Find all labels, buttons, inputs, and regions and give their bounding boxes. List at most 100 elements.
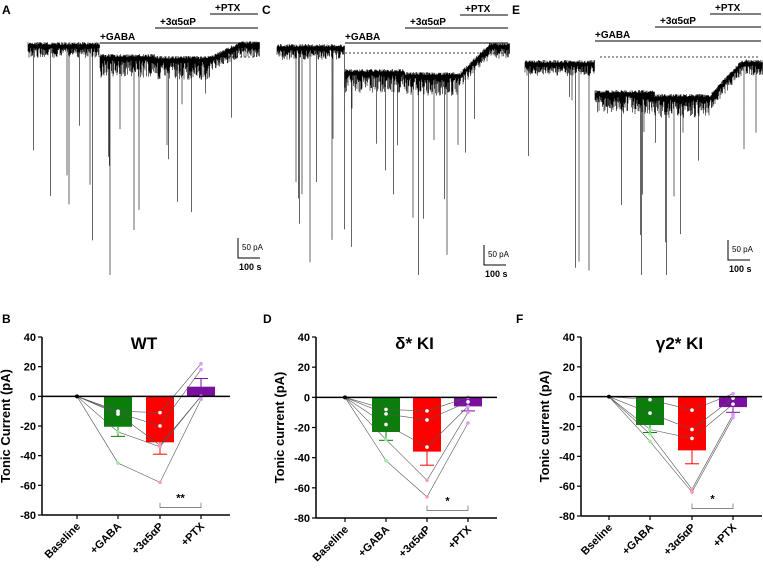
panel-letter: E bbox=[512, 3, 520, 17]
cell-line bbox=[608, 396, 734, 490]
cell-line bbox=[76, 363, 202, 413]
cell-point bbox=[648, 411, 652, 415]
cell-point bbox=[158, 444, 162, 449]
significance-bracket bbox=[159, 502, 202, 508]
drug-label-ptx: +PTX bbox=[715, 3, 741, 14]
cell-line bbox=[76, 369, 202, 427]
y-tick-label: 0 bbox=[30, 391, 36, 403]
y-axis-label: Tonic current (pA) bbox=[537, 371, 552, 483]
drug-label-gaba: +GABA bbox=[595, 30, 630, 41]
significance-bracket bbox=[691, 503, 734, 509]
y-tick-label: 20 bbox=[24, 362, 36, 374]
cell-point bbox=[648, 432, 652, 436]
y-tick-label: -20 bbox=[20, 421, 36, 433]
drug-label-ptx: +PTX bbox=[215, 3, 241, 14]
cell-point bbox=[731, 412, 735, 417]
y-tick-label: -60 bbox=[559, 481, 575, 493]
cell-point bbox=[731, 415, 735, 420]
bar-neuro bbox=[413, 397, 441, 452]
y-tick-label: -40 bbox=[559, 451, 575, 463]
y-tick-label: 20 bbox=[298, 362, 310, 374]
cell-point bbox=[731, 402, 735, 406]
y-tick-label: -80 bbox=[20, 510, 36, 522]
trace-panel-c: C +GABA +3α5αP +PTX 50 pA 100 s bbox=[262, 3, 510, 279]
scale-bar-time: 100 s bbox=[239, 262, 262, 272]
y-tick-label: -40 bbox=[20, 451, 36, 463]
panel-letter: B bbox=[2, 312, 11, 326]
drug-label-gaba: +GABA bbox=[100, 32, 135, 43]
cell-point bbox=[731, 391, 735, 396]
cell-point bbox=[425, 409, 429, 413]
cell-point bbox=[466, 404, 470, 409]
cell-point bbox=[384, 458, 388, 463]
cell-point bbox=[466, 410, 470, 415]
cell-point bbox=[199, 361, 203, 366]
bar-ptx bbox=[719, 396, 747, 408]
x-tick-label: Baseline bbox=[43, 521, 83, 561]
y-axis-label: Tonic current (pA) bbox=[272, 372, 287, 484]
bar-ptx bbox=[187, 386, 215, 397]
cell-point bbox=[466, 400, 470, 404]
drug-label-ptx: +PTX bbox=[465, 4, 491, 15]
cell-point bbox=[648, 439, 652, 444]
x-tick-label: +3α5αP bbox=[397, 524, 433, 560]
significance-bracket bbox=[426, 505, 469, 511]
cell-point bbox=[690, 436, 694, 441]
cell-point bbox=[690, 490, 694, 494]
x-tick-label: +PTX bbox=[446, 523, 475, 552]
y-tick-label: -80 bbox=[559, 511, 575, 523]
x-tick-label: +3α5αP bbox=[662, 522, 698, 558]
cell-line bbox=[76, 396, 202, 448]
scale-bar bbox=[237, 238, 260, 259]
cell-line bbox=[344, 397, 469, 498]
scale-bar-current: 50 pA bbox=[488, 250, 510, 259]
current-trace bbox=[276, 42, 510, 275]
y-tick-label: -20 bbox=[559, 422, 575, 434]
cell-point bbox=[116, 412, 120, 416]
panel-letter: C bbox=[262, 3, 271, 17]
drug-label-neuro: +3α5αP bbox=[660, 16, 696, 27]
significance-label: * bbox=[710, 494, 715, 506]
bar-chart-b: B WT Tonic Current (pA) 40 20 0 -20 -40 -60 -80 Ba… bbox=[0, 312, 230, 561]
trace-panel-a: A +GABA +3α5αP +PTX 50 pA 100 s bbox=[2, 3, 264, 275]
y-tick-label: 0 bbox=[304, 392, 310, 404]
y-tick-label: 40 bbox=[24, 332, 36, 344]
scale-bar bbox=[727, 240, 750, 261]
cell-line bbox=[608, 396, 734, 493]
cell-line bbox=[76, 396, 202, 446]
cell-point bbox=[690, 408, 694, 412]
drug-label-neuro: +3α5αP bbox=[160, 17, 196, 28]
current-trace bbox=[524, 59, 763, 275]
bar-chart-d: Dδ* KI Tonic current (pA) 40 20 0 -20 -40 -60 -8… bbox=[263, 312, 497, 564]
drug-label-neuro: +3α5αP bbox=[410, 17, 446, 28]
y-tick-label: -80 bbox=[294, 513, 310, 525]
cell-point bbox=[425, 445, 429, 449]
cell-line bbox=[344, 397, 469, 448]
y-tick-label: 20 bbox=[563, 362, 575, 374]
x-tick-label: +3α5αP bbox=[130, 521, 166, 557]
cell-point bbox=[648, 397, 652, 402]
current-trace bbox=[27, 41, 260, 275]
bar-chart-f: Fγ2* KI Tonic current (pA) 40 20 0 -20 -40 -60 -… bbox=[516, 312, 762, 558]
y-tick-label: -20 bbox=[294, 423, 310, 435]
x-tick-label: +GABA bbox=[620, 522, 656, 558]
cell-point bbox=[425, 478, 429, 483]
cell-point bbox=[384, 422, 388, 427]
y-axis-label: Tonic Current (pA) bbox=[0, 369, 13, 483]
panel-letter: D bbox=[263, 312, 272, 326]
y-tick-label: -60 bbox=[294, 483, 310, 495]
scale-bar bbox=[483, 245, 506, 266]
cell-line bbox=[608, 396, 734, 439]
cell-point bbox=[384, 407, 388, 412]
cell-point bbox=[648, 427, 652, 432]
scale-bar-time: 100 s bbox=[485, 269, 508, 279]
cell-point bbox=[199, 397, 203, 402]
x-tick-label: +GABA bbox=[88, 521, 124, 557]
cell-point bbox=[199, 367, 203, 372]
cell-line bbox=[608, 396, 734, 430]
significance-label: ** bbox=[176, 493, 185, 505]
y-tick-label: 40 bbox=[298, 332, 310, 344]
bar-neuro bbox=[146, 396, 174, 443]
x-tick-label: +GABA bbox=[356, 524, 392, 560]
